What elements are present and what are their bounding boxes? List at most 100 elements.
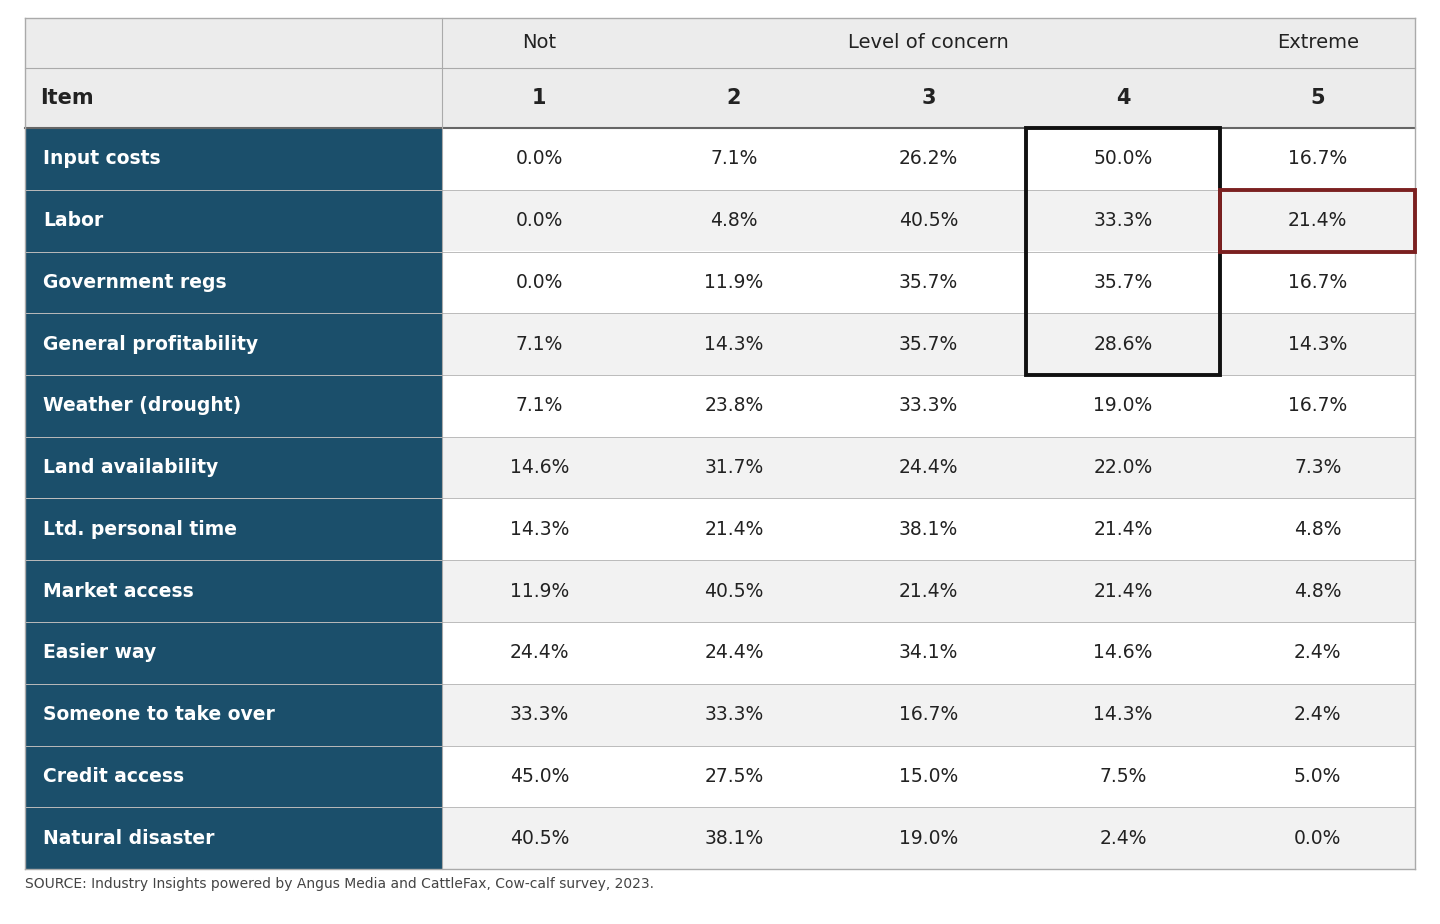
Text: 4.8%: 4.8%: [1295, 520, 1342, 539]
Bar: [24, 128, 1416, 189]
Text: 19.0%: 19.0%: [1093, 396, 1153, 416]
Text: 38.1%: 38.1%: [899, 520, 958, 539]
Bar: [1220, 189, 1416, 251]
Text: 24.4%: 24.4%: [704, 643, 763, 663]
Text: 0.0%: 0.0%: [1295, 829, 1342, 847]
Bar: [24, 189, 442, 251]
Text: 7.3%: 7.3%: [1295, 458, 1342, 477]
Text: 5.0%: 5.0%: [1295, 767, 1342, 786]
Text: Credit access: Credit access: [43, 767, 184, 786]
Text: 1: 1: [531, 88, 547, 108]
Bar: [24, 622, 1416, 684]
Text: Input costs: Input costs: [43, 150, 161, 168]
Text: 14.3%: 14.3%: [510, 520, 569, 539]
Text: 7.5%: 7.5%: [1099, 767, 1146, 786]
Bar: [24, 499, 442, 560]
Text: 0.0%: 0.0%: [516, 273, 563, 292]
Bar: [1025, 128, 1220, 375]
Text: 28.6%: 28.6%: [1093, 334, 1153, 354]
Bar: [24, 189, 1416, 251]
Text: 21.4%: 21.4%: [1093, 520, 1153, 539]
Bar: [24, 808, 442, 869]
Text: 19.0%: 19.0%: [899, 829, 958, 847]
Text: Labor: Labor: [43, 211, 104, 230]
Text: 14.3%: 14.3%: [1287, 334, 1348, 354]
Text: 4.8%: 4.8%: [1295, 581, 1342, 601]
Text: 27.5%: 27.5%: [704, 767, 763, 786]
Bar: [24, 68, 1416, 128]
Text: Level of concern: Level of concern: [848, 33, 1009, 53]
Bar: [24, 560, 442, 622]
Text: Extreme: Extreme: [1277, 33, 1359, 53]
Text: Market access: Market access: [43, 581, 194, 601]
Text: 15.0%: 15.0%: [899, 767, 958, 786]
Bar: [24, 684, 442, 746]
Text: 14.3%: 14.3%: [1093, 705, 1153, 724]
Text: 21.4%: 21.4%: [1287, 211, 1348, 230]
Bar: [24, 128, 442, 189]
Text: 2.4%: 2.4%: [1295, 643, 1342, 663]
Bar: [24, 375, 442, 437]
Text: 21.4%: 21.4%: [1093, 581, 1153, 601]
Text: 35.7%: 35.7%: [899, 273, 958, 292]
Text: 4: 4: [1116, 88, 1130, 108]
Text: 2: 2: [727, 88, 742, 108]
Text: 7.1%: 7.1%: [516, 396, 563, 416]
Text: Ltd. personal time: Ltd. personal time: [43, 520, 238, 539]
Text: 33.3%: 33.3%: [704, 705, 763, 724]
Bar: [24, 808, 1416, 869]
Text: 11.9%: 11.9%: [510, 581, 569, 601]
Text: 16.7%: 16.7%: [1287, 396, 1348, 416]
Bar: [24, 251, 442, 313]
Text: 40.5%: 40.5%: [899, 211, 958, 230]
Text: 7.1%: 7.1%: [710, 150, 757, 168]
Text: 14.6%: 14.6%: [1093, 643, 1153, 663]
Text: Natural disaster: Natural disaster: [43, 829, 215, 847]
Text: 38.1%: 38.1%: [704, 829, 763, 847]
Text: Land availability: Land availability: [43, 458, 219, 477]
Text: 45.0%: 45.0%: [510, 767, 569, 786]
Text: Not: Not: [523, 33, 556, 53]
Text: 0.0%: 0.0%: [516, 211, 563, 230]
Text: Someone to take over: Someone to take over: [43, 705, 275, 724]
Bar: [24, 684, 1416, 746]
Bar: [24, 18, 1416, 68]
Text: 40.5%: 40.5%: [704, 581, 763, 601]
Bar: [24, 375, 1416, 437]
Text: 50.0%: 50.0%: [1093, 150, 1153, 168]
Text: SOURCE: Industry Insights powered by Angus Media and CattleFax, Cow-calf survey,: SOURCE: Industry Insights powered by Ang…: [24, 877, 654, 891]
Text: 33.3%: 33.3%: [1093, 211, 1153, 230]
Text: 21.4%: 21.4%: [899, 581, 958, 601]
Bar: [24, 499, 1416, 560]
Bar: [24, 437, 442, 499]
Text: Item: Item: [40, 88, 94, 108]
Text: 2.4%: 2.4%: [1295, 705, 1342, 724]
Text: 34.1%: 34.1%: [899, 643, 958, 663]
Text: 11.9%: 11.9%: [704, 273, 763, 292]
Bar: [24, 313, 442, 375]
Text: 5: 5: [1310, 88, 1325, 108]
Text: 35.7%: 35.7%: [1093, 273, 1153, 292]
Text: 35.7%: 35.7%: [899, 334, 958, 354]
Bar: [24, 313, 1416, 375]
Text: 14.3%: 14.3%: [704, 334, 763, 354]
Bar: [24, 622, 442, 684]
Bar: [24, 560, 1416, 622]
Bar: [24, 251, 1416, 313]
Text: 0.0%: 0.0%: [516, 150, 563, 168]
Text: Government regs: Government regs: [43, 273, 226, 292]
Text: 7.1%: 7.1%: [516, 334, 563, 354]
Bar: [24, 437, 1416, 499]
Text: 3: 3: [922, 88, 936, 108]
Text: 2.4%: 2.4%: [1099, 829, 1146, 847]
Text: 40.5%: 40.5%: [510, 829, 569, 847]
Text: 24.4%: 24.4%: [899, 458, 958, 477]
Text: 24.4%: 24.4%: [510, 643, 569, 663]
Text: Weather (drought): Weather (drought): [43, 396, 242, 416]
Text: General profitability: General profitability: [43, 334, 258, 354]
Text: 4.8%: 4.8%: [710, 211, 757, 230]
Text: 16.7%: 16.7%: [1287, 150, 1348, 168]
Text: 33.3%: 33.3%: [510, 705, 569, 724]
Text: 26.2%: 26.2%: [899, 150, 958, 168]
Text: 22.0%: 22.0%: [1093, 458, 1153, 477]
